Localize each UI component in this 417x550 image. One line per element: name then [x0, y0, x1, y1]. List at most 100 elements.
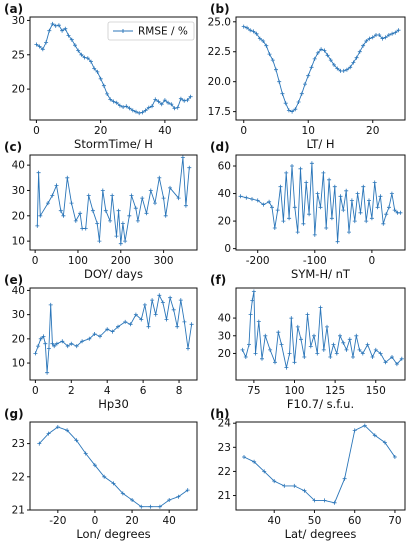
data-point: [325, 53, 330, 58]
panel-label: (c): [4, 140, 22, 154]
data-point: [341, 340, 346, 345]
data-point: [38, 213, 43, 218]
data-point: [162, 98, 167, 103]
data-point: [387, 205, 391, 210]
y-tick-label: 30: [12, 309, 25, 321]
data-point: [114, 234, 119, 239]
data-point: [248, 312, 253, 317]
data-point: [56, 23, 61, 28]
data-point: [120, 491, 125, 496]
x-tick-label: 100: [68, 255, 88, 267]
axes-frame: [235, 287, 406, 381]
data-point: [186, 346, 190, 351]
data-point: [264, 43, 269, 48]
data-point: [46, 201, 50, 206]
data-point: [175, 324, 180, 329]
data-point: [140, 196, 145, 201]
data-point: [312, 232, 317, 237]
data-point: [55, 425, 60, 429]
data-point: [332, 62, 336, 67]
data-point: [389, 191, 394, 196]
y-tick-label: 24: [218, 418, 232, 430]
y-tick-label: 20: [12, 84, 25, 96]
data-point: [137, 111, 142, 116]
data-point: [295, 324, 300, 329]
x-axis-label: Lon/ degrees: [76, 527, 150, 541]
data-point: [272, 479, 277, 484]
data-point: [124, 104, 129, 109]
data-point: [176, 494, 181, 499]
axes-frame: [29, 287, 198, 381]
y-tick-label: 30: [218, 330, 231, 342]
data-point: [338, 333, 342, 338]
x-tick-label: -200: [246, 255, 270, 267]
data-point: [396, 28, 401, 33]
data-point: [95, 69, 100, 74]
data-point: [180, 155, 185, 160]
data-point: [251, 29, 256, 34]
data-point: [327, 177, 332, 182]
data-point: [182, 98, 187, 103]
data-point: [169, 102, 174, 107]
y-tick-label: 60: [218, 161, 231, 173]
data-point: [292, 360, 297, 365]
panel-d: -200 -100 0 0 20 40 60 SYM-H/ nT (d): [210, 140, 406, 281]
data-point: [69, 37, 74, 42]
data-point: [352, 219, 357, 224]
data-point: [278, 184, 283, 189]
data-point: [328, 355, 333, 359]
data-point: [322, 498, 327, 503]
data-point: [134, 109, 138, 114]
data-point: [86, 193, 91, 198]
data-point: [370, 355, 375, 359]
data-point: [171, 307, 176, 312]
series-line: [34, 293, 193, 373]
legend-label: RMSE / %: [138, 26, 188, 38]
data-point: [183, 203, 188, 208]
data-point: [302, 488, 307, 493]
series-line: [243, 26, 399, 113]
data-point: [378, 194, 383, 199]
y-tick-label: 17.5: [208, 106, 231, 118]
data-point: [347, 337, 352, 342]
data-point: [338, 194, 343, 199]
data-point: [301, 221, 306, 226]
data-point: [329, 216, 334, 221]
data-point: [114, 100, 119, 105]
x-tick-label: 125: [325, 385, 345, 397]
data-point: [381, 221, 386, 226]
data-point: [40, 47, 45, 52]
x-axis-label: F10.7/ s.f.u.: [287, 397, 354, 411]
data-point: [168, 185, 172, 190]
data-point: [352, 428, 357, 433]
y-tick-label: 30: [12, 185, 25, 197]
data-point: [159, 102, 164, 107]
data-point: [344, 347, 349, 352]
x-tick-label: 300: [154, 255, 174, 267]
data-point: [361, 184, 366, 189]
data-point: [60, 28, 65, 33]
y-tick-label: 22: [12, 471, 25, 483]
data-point: [289, 316, 294, 321]
data-point: [295, 230, 300, 235]
x-tick-label: -100: [303, 255, 327, 267]
data-point: [144, 211, 149, 216]
data-point: [341, 68, 346, 73]
data-point: [390, 31, 395, 36]
data-point: [92, 332, 97, 336]
data-point: [127, 213, 132, 218]
data-point: [361, 43, 366, 48]
data-point: [60, 339, 65, 344]
axes-frame: [29, 421, 198, 511]
series-line: [38, 426, 188, 508]
data-point: [347, 230, 351, 235]
data-point: [111, 481, 116, 486]
data-point: [35, 223, 40, 228]
x-axis-label: DOY/ days: [84, 267, 143, 281]
data-point: [315, 191, 320, 196]
data-point: [365, 342, 370, 347]
panel-label: (g): [4, 407, 24, 421]
data-point: [312, 498, 317, 503]
data-point: [242, 455, 246, 459]
data-point: [367, 198, 371, 203]
